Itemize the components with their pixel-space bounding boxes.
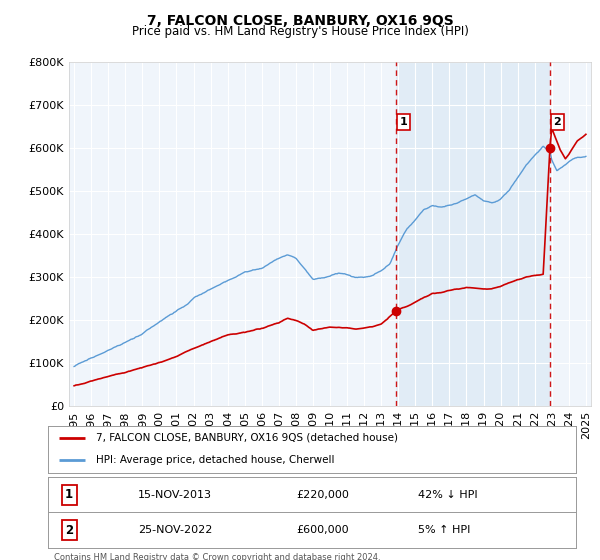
- Text: 15-NOV-2013: 15-NOV-2013: [138, 490, 212, 500]
- Text: 25-NOV-2022: 25-NOV-2022: [138, 525, 212, 535]
- Text: £220,000: £220,000: [296, 490, 349, 500]
- Bar: [396, 62, 550, 406]
- Text: 42% ↓ HPI: 42% ↓ HPI: [418, 490, 477, 500]
- Text: 7, FALCON CLOSE, BANBURY, OX16 9QS (detached house): 7, FALCON CLOSE, BANBURY, OX16 9QS (deta…: [95, 432, 398, 442]
- Text: 2: 2: [553, 117, 561, 127]
- Text: 2: 2: [65, 524, 73, 536]
- Text: 7, FALCON CLOSE, BANBURY, OX16 9QS: 7, FALCON CLOSE, BANBURY, OX16 9QS: [146, 14, 454, 28]
- Text: Contains HM Land Registry data © Crown copyright and database right 2024.
This d: Contains HM Land Registry data © Crown c…: [54, 553, 380, 560]
- Text: Price paid vs. HM Land Registry's House Price Index (HPI): Price paid vs. HM Land Registry's House …: [131, 25, 469, 38]
- Text: 5% ↑ HPI: 5% ↑ HPI: [418, 525, 470, 535]
- Text: 1: 1: [65, 488, 73, 501]
- Text: £600,000: £600,000: [296, 525, 349, 535]
- Text: 1: 1: [400, 117, 407, 127]
- Text: HPI: Average price, detached house, Cherwell: HPI: Average price, detached house, Cher…: [95, 455, 334, 465]
